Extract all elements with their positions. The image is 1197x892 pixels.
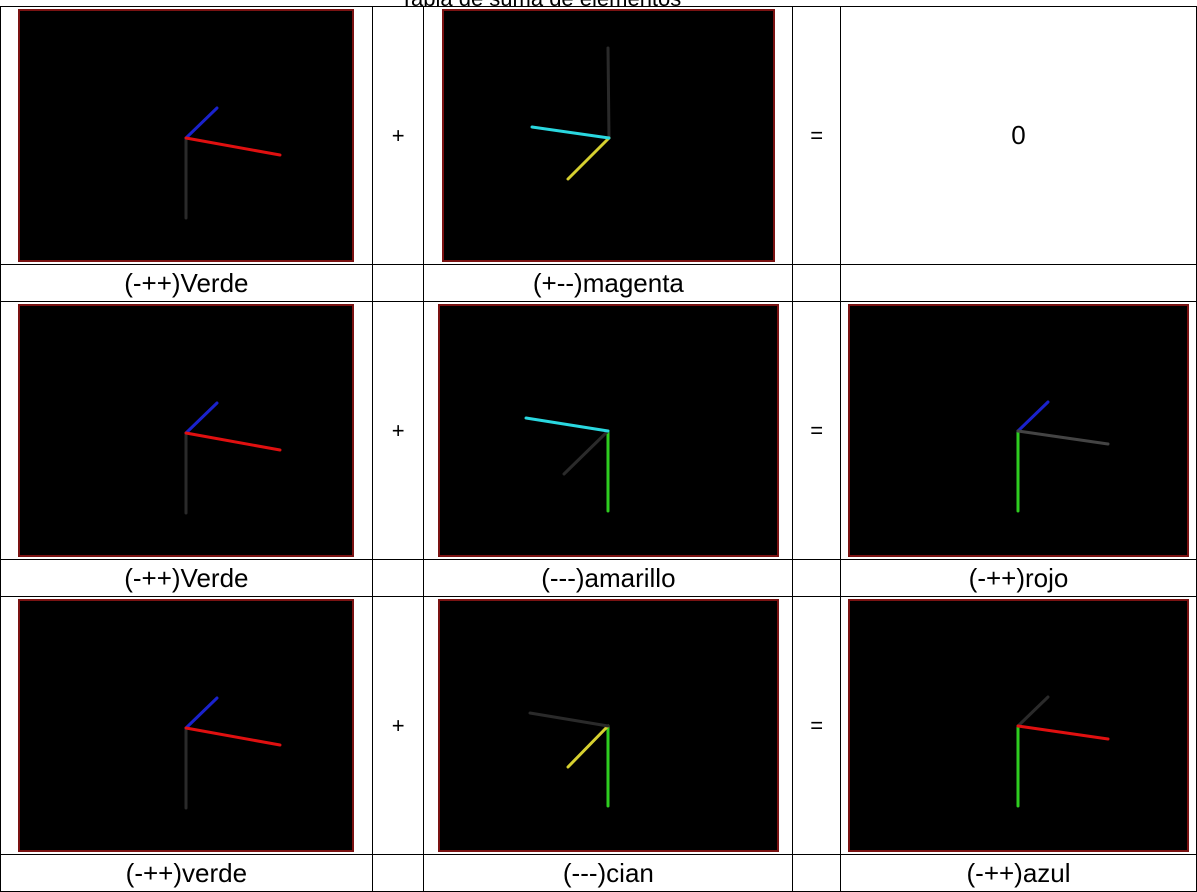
operand-a-cell [0, 596, 373, 855]
operand-b-cell [423, 301, 794, 560]
x-axis-line [184, 136, 282, 157]
label-b: (---)cian [423, 854, 794, 892]
axes-image-a [18, 599, 355, 852]
label-a: (-++)Verde [0, 264, 373, 302]
label-b: (+--)magenta [423, 264, 794, 302]
x-axis-line [1016, 724, 1110, 741]
z-axis-line [1016, 695, 1050, 728]
row-1-images: + = 0 [0, 6, 1197, 265]
equals-sign: = [792, 596, 842, 855]
label-result: (-++)azul [840, 854, 1197, 892]
axes-image-b [441, 9, 775, 262]
z-axis-line [184, 401, 219, 435]
label-result: (-++)rojo [840, 559, 1197, 597]
x-axis-line [530, 125, 611, 140]
axes-image-a [18, 304, 355, 557]
result-cell [840, 301, 1197, 560]
axes-image-a [18, 9, 355, 262]
label-a: (-++)Verde [0, 559, 373, 597]
x-axis-line [524, 416, 610, 433]
operand-b-cell [423, 596, 794, 855]
row-2-labels: (-++)Verde (---)amarillo (-++)rojo [0, 559, 1197, 597]
x-axis-line [1016, 429, 1110, 446]
row-1-labels: (-++)Verde (+--)magenta [0, 264, 1197, 302]
x-axis-line [184, 431, 282, 452]
axes-image-result [848, 304, 1190, 557]
label-b: (---)amarillo [423, 559, 794, 597]
z-axis-line [566, 724, 610, 769]
result-cell [840, 596, 1197, 855]
result-zero: 0 [840, 6, 1197, 265]
x-axis-line [528, 711, 610, 728]
equals-sign: = [792, 6, 842, 265]
table-title: Tabla de suma de elementos [400, 0, 681, 8]
axes-image-b [437, 304, 779, 557]
z-axis-line [562, 429, 610, 476]
operand-b-cell [423, 6, 794, 265]
row-2-images: + = [0, 301, 1197, 560]
plus-sign: + [371, 596, 425, 855]
x-axis-line [184, 726, 282, 747]
row-3-labels: (-++)verde (---)cian (-++)azul [0, 854, 1197, 892]
label-a: (-++)verde [0, 854, 373, 892]
label-result [840, 264, 1197, 302]
z-axis-line [566, 136, 611, 181]
z-axis-line [1016, 400, 1050, 433]
element-sum-table: + = 0 (-++)Verde (+--)magenta + = [0, 6, 1197, 892]
plus-sign: + [371, 6, 425, 265]
y-axis-line [606, 46, 611, 140]
axes-image-result [848, 599, 1190, 852]
equals-sign: = [792, 301, 842, 560]
z-axis-line [184, 696, 219, 730]
title-strip: Tabla de suma de elementos [0, 0, 1197, 8]
plus-sign: + [371, 301, 425, 560]
axes-image-b [437, 599, 779, 852]
row-3-images: + = [0, 596, 1197, 855]
z-axis-line [184, 106, 219, 140]
operand-a-cell [0, 301, 373, 560]
operand-a-cell [0, 6, 373, 265]
